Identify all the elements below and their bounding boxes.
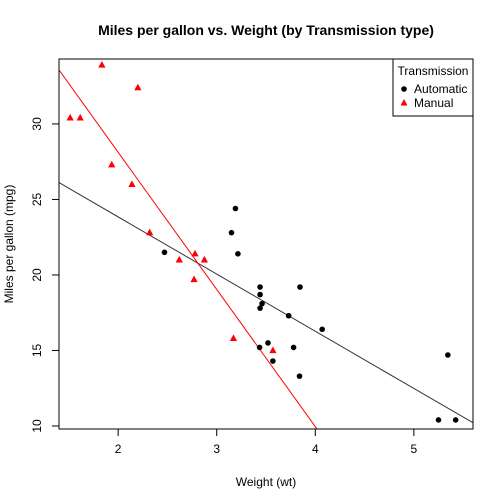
point-manual [191,249,199,257]
point-manual [76,113,84,121]
y-tick-label: 15 [30,343,44,357]
point-automatic [285,312,292,319]
point-manual [108,160,116,168]
y-tick-label: 25 [30,192,44,206]
legend-label-automatic: Automatic [414,82,467,96]
data-points [66,61,459,423]
point-manual [269,346,277,354]
point-automatic [290,344,297,351]
y-tick-label: 20 [30,268,44,282]
legend-marker-manual [400,99,408,106]
regression-lines [59,69,473,429]
point-manual [66,113,74,121]
point-automatic [257,291,263,298]
point-automatic [265,340,271,346]
y-axis-label: Miles per gallon (mpg) [2,185,16,304]
point-manual [128,180,136,187]
point-manual [98,61,106,68]
x-tick-label: 2 [115,442,122,456]
x-tick-label: 4 [312,442,319,456]
point-manual [200,255,208,263]
point-manual [190,275,198,283]
point-automatic [259,300,265,307]
point-automatic [445,352,451,358]
legend-label-manual: Manual [414,96,453,110]
point-automatic [297,284,303,290]
point-automatic [256,344,263,351]
legend: Transmission Automatic Manual [392,58,474,117]
y-tick-label: 10 [30,419,44,433]
point-automatic [296,373,303,379]
y-tick-label: 30 [30,117,44,131]
point-manual [146,228,154,236]
fit-line-automatic [59,182,473,424]
plot-frame [58,58,474,430]
point-automatic [452,417,459,423]
point-automatic [435,417,442,423]
chart-title: Miles per gallon vs. Weight (by Transmis… [98,22,434,38]
fit-line-manual [59,69,318,429]
point-automatic [319,326,325,333]
point-automatic [228,229,235,236]
axes-ticks: 2 3 4 5 10 15 20 25 30 [30,117,418,456]
x-tick-label: 5 [411,442,418,456]
point-automatic [270,358,276,364]
x-tick-label: 3 [213,442,220,456]
point-manual [229,334,238,341]
legend-marker-automatic [401,86,407,92]
point-automatic [257,305,263,311]
point-manual [134,83,142,91]
legend-title: Transmission [398,64,469,78]
point-automatic [161,249,168,256]
point-manual [175,255,183,263]
point-automatic [235,251,241,257]
x-axis-label: Weight (wt) [236,475,296,489]
point-automatic [232,205,239,212]
point-automatic [257,284,263,290]
